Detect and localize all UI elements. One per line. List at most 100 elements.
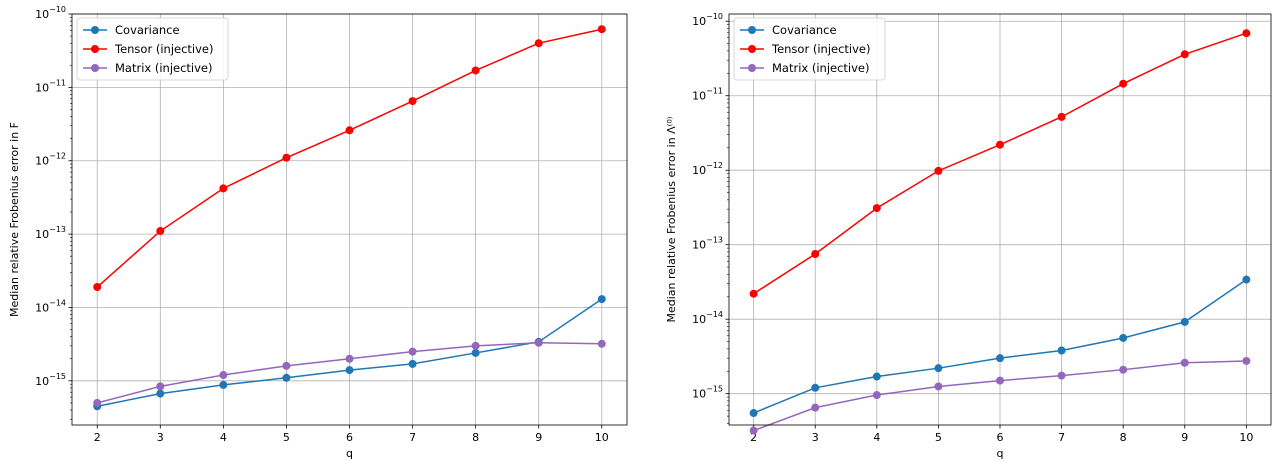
plot-frame: [728, 13, 1272, 426]
x-tick-label: 9: [535, 431, 542, 444]
data-point: [345, 126, 354, 135]
data-point: [282, 373, 291, 382]
data-point: [1057, 371, 1066, 380]
data-point: [1180, 358, 1189, 367]
legend-marker: [748, 64, 756, 72]
series: [749, 29, 1251, 298]
data-point: [811, 403, 820, 412]
legend-marker: [748, 26, 756, 34]
data-point: [1119, 79, 1128, 88]
x-tick-label: 2: [94, 431, 101, 444]
series: [93, 338, 606, 407]
x-tick-label: 8: [472, 431, 479, 444]
y-tick-label: 10−13: [692, 236, 723, 252]
data-point: [1242, 29, 1251, 38]
x-tick-label: 4: [220, 431, 227, 444]
data-point: [282, 361, 291, 370]
legend-marker: [748, 45, 756, 53]
data-point: [1242, 275, 1251, 284]
x-tick-label: 9: [1181, 431, 1188, 444]
legend-label: Covariance: [772, 23, 837, 37]
x-tick-label: 10: [1239, 431, 1253, 444]
data-point: [597, 25, 606, 34]
data-point: [996, 140, 1004, 149]
x-tick-label: 7: [1058, 431, 1065, 444]
x-tick-label: 5: [935, 431, 942, 444]
y-tick-label: 10−11: [692, 87, 723, 103]
data-point: [534, 338, 543, 347]
data-point: [408, 97, 417, 106]
series: [749, 275, 1251, 418]
legend-marker: [91, 45, 99, 53]
plot-frame: [71, 13, 628, 426]
series: [93, 295, 606, 411]
data-point: [1242, 356, 1251, 365]
data-point: [471, 348, 480, 357]
data-point: [471, 341, 480, 350]
data-point: [471, 66, 480, 75]
data-point: [219, 380, 228, 389]
data-point: [749, 289, 758, 298]
y-tick-label: 10−14: [692, 310, 723, 326]
y-tick-label: 10−15: [35, 372, 66, 388]
x-tick-label: 2: [750, 431, 757, 444]
data-point: [1180, 50, 1189, 59]
x-tick-label: 4: [873, 431, 880, 444]
y-tick-label: 10−13: [35, 225, 66, 241]
x-tick-label: 8: [1120, 431, 1127, 444]
y-tick-label: 10−12: [35, 152, 66, 168]
x-tick-label: 5: [283, 431, 290, 444]
x-axis-label: q: [997, 447, 1004, 460]
data-point: [749, 409, 758, 418]
data-point: [597, 339, 606, 348]
y-tick-label: 10−15: [692, 385, 723, 401]
legend-box: [76, 17, 229, 81]
data-point: [219, 184, 228, 193]
y-axis-label: Median relative Frobenius error in Λ⁽⁰⁾: [665, 116, 678, 322]
legend-label: Matrix (injective): [772, 61, 870, 75]
left-chart: 2 3 4 5 6 7 8 9 10 10−15 10−14 10−13 10−12 10−11 10−10…: [8, 5, 628, 460]
data-point: [597, 295, 606, 304]
legend-label: Covariance: [115, 23, 180, 37]
legend-marker: [91, 26, 99, 34]
data-point: [345, 354, 354, 363]
data-point: [749, 426, 758, 435]
data-point: [1119, 333, 1128, 342]
data-point: [219, 371, 228, 380]
data-point: [996, 354, 1004, 363]
right-chart: 2 3 4 5 6 7 8 9 10 10−15 10−14 10−13 10−12 10−11 10−10…: [665, 12, 1272, 460]
legend-box: [733, 17, 886, 81]
x-tick-label: 7: [409, 431, 416, 444]
data-point: [934, 382, 943, 391]
legend-marker: [91, 64, 99, 72]
data-point: [811, 250, 820, 259]
y-tick-label: 10−11: [35, 78, 66, 94]
data-point: [872, 372, 881, 381]
x-tick-label: 6: [346, 431, 353, 444]
data-point: [934, 364, 943, 373]
data-point: [872, 204, 881, 213]
data-point: [872, 391, 881, 400]
legend-label: Tensor (injective): [771, 42, 870, 56]
series: [93, 25, 606, 292]
y-tick-label: 10−14: [35, 298, 66, 314]
x-tick-label: 3: [812, 431, 819, 444]
series: [749, 356, 1251, 435]
legend: Covariance Tensor (injective) Matrix (inje…: [76, 17, 229, 81]
data-point: [1180, 317, 1189, 326]
data-point: [811, 383, 820, 392]
data-point: [282, 153, 291, 162]
y-axis-label: Median relative Frobenius error in F: [8, 122, 21, 317]
x-tick-label: 10: [595, 431, 609, 444]
data-point: [156, 389, 165, 398]
data-point: [996, 376, 1004, 385]
legend: Covariance Tensor (injective) Matrix (inje…: [733, 17, 886, 81]
y-tick-label: 10−12: [692, 161, 723, 177]
grid: [72, 13, 627, 425]
data-point: [408, 347, 417, 356]
data-point: [93, 398, 102, 407]
data-point: [156, 382, 165, 391]
legend-label: Matrix (injective): [115, 61, 213, 75]
data-point: [93, 283, 102, 292]
